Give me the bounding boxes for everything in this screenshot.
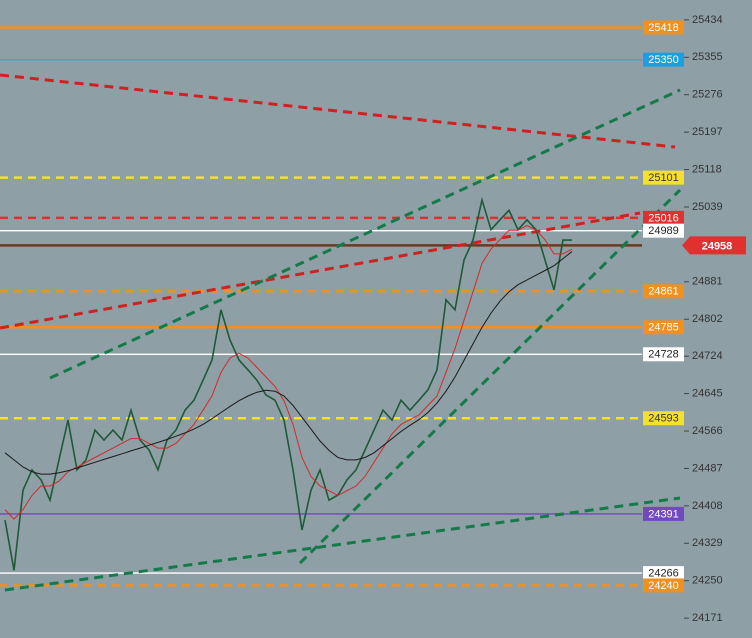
y-tick-label: 24724 xyxy=(692,350,723,362)
level-label: 24785 xyxy=(648,322,679,334)
level-label-bg xyxy=(643,52,684,67)
y-tick-label: 24881 xyxy=(692,276,723,288)
level-label-bg xyxy=(643,210,684,225)
level-label: 24266 xyxy=(648,568,679,580)
level-label: 25350 xyxy=(648,54,679,66)
y-tick-label: 25118 xyxy=(692,163,722,175)
y-tick-label: 25434 xyxy=(692,14,723,26)
level-label-bg xyxy=(643,284,684,299)
trendline xyxy=(4,496,681,592)
y-tick-label: 24645 xyxy=(692,388,723,400)
levels xyxy=(0,26,642,587)
level-label: 24861 xyxy=(648,286,679,298)
level-label-bg xyxy=(643,223,684,238)
y-tick-label: 25197 xyxy=(692,126,723,138)
level-label: 24593 xyxy=(648,413,679,425)
level-label: 24240 xyxy=(648,580,679,592)
y-tick-label: 25355 xyxy=(692,51,723,63)
level-label-bg xyxy=(643,347,684,362)
trendline xyxy=(0,73,676,149)
price-line xyxy=(4,196,572,571)
trendlines xyxy=(0,73,682,592)
level-label: 24391 xyxy=(648,508,679,520)
y-tick-label: 24329 xyxy=(692,537,723,549)
level-label: 25101 xyxy=(648,172,679,184)
level-label-bg xyxy=(643,566,684,581)
price-badge-label: 24958 xyxy=(702,240,733,252)
level-label: 24989 xyxy=(648,225,679,237)
price-line xyxy=(4,224,573,520)
level-label-bg xyxy=(643,578,684,593)
trendline xyxy=(0,211,641,330)
level-label: 25016 xyxy=(648,212,679,224)
level-label-bg xyxy=(643,320,684,335)
level-label-bg xyxy=(643,411,684,426)
y-tick-label: 24250 xyxy=(692,575,723,587)
y-tick-label: 24566 xyxy=(692,425,723,437)
y-tick-label: 25039 xyxy=(692,201,723,213)
price-badge xyxy=(682,236,746,255)
trendline xyxy=(298,188,682,565)
trendline xyxy=(49,88,681,380)
level-label-bg xyxy=(643,20,684,35)
y-tick-label: 24487 xyxy=(692,462,723,474)
level-label-bg xyxy=(643,506,684,521)
y-tick-label: 24171 xyxy=(692,612,723,624)
y-tick-label: 25276 xyxy=(692,89,723,101)
price-line xyxy=(4,251,573,475)
level-label: 24728 xyxy=(648,349,679,361)
y-tick-label: 24408 xyxy=(692,500,723,512)
level-label-bg xyxy=(643,170,684,185)
level-label: 25418 xyxy=(648,22,679,34)
y-tick-label: 24802 xyxy=(692,313,723,325)
